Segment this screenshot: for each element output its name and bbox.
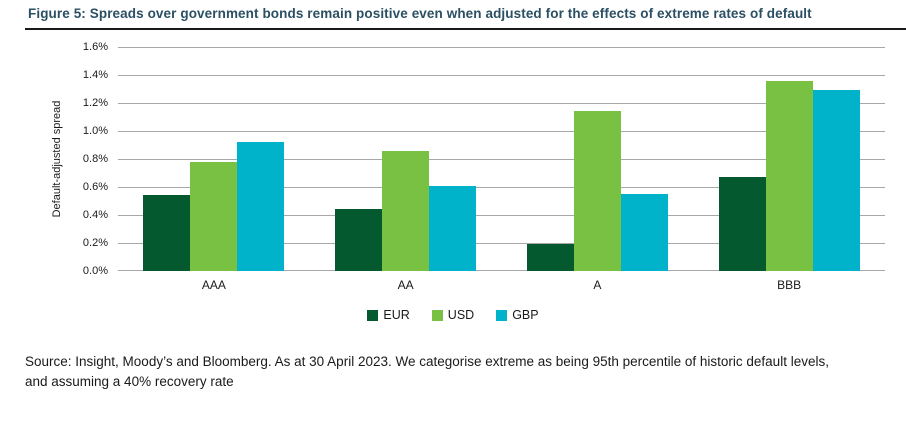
legend-item-eur: EUR bbox=[367, 308, 410, 322]
x-axis-label-a: A bbox=[593, 278, 602, 292]
y-tick-label: 1.2% bbox=[82, 97, 108, 109]
bar-usd-aa bbox=[382, 150, 430, 271]
gridline bbox=[118, 103, 885, 104]
gridline bbox=[118, 159, 885, 160]
y-tick-label: 1.0% bbox=[82, 125, 108, 137]
y-tick-label: 0.8% bbox=[82, 153, 108, 165]
source-line-2: and assuming a 40% recovery rate bbox=[25, 374, 234, 390]
bar-group-aaa bbox=[118, 47, 310, 271]
bar-eur-aaa bbox=[143, 195, 191, 271]
bar-groups bbox=[118, 47, 885, 271]
bar-eur-a bbox=[526, 244, 574, 271]
gridline bbox=[118, 131, 885, 132]
bar-usd-bbb bbox=[765, 80, 813, 271]
gridline bbox=[118, 47, 885, 48]
title-underline bbox=[25, 28, 906, 30]
gridline bbox=[118, 270, 885, 271]
bar-gbp-aa bbox=[429, 185, 477, 271]
plot-area bbox=[118, 47, 885, 271]
y-tick-label: 0.6% bbox=[82, 181, 108, 193]
bar-usd-aaa bbox=[190, 161, 238, 271]
bar-gbp-a bbox=[620, 194, 668, 271]
legend-label-gbp: GBP bbox=[512, 308, 539, 322]
gridline bbox=[118, 187, 885, 188]
legend-label-eur: EUR bbox=[383, 308, 410, 322]
bar-eur-aa bbox=[335, 209, 383, 271]
x-axis-labels: AAA AA A BBB bbox=[0, 278, 906, 292]
y-tick-label: 0.0% bbox=[82, 265, 108, 277]
x-axis-label-bbb: BBB bbox=[777, 278, 802, 292]
legend-label-usd: USD bbox=[447, 308, 475, 322]
legend-item-gbp: GBP bbox=[496, 308, 539, 322]
figure-title: Figure 5: Spreads over government bonds … bbox=[28, 6, 812, 21]
y-axis-ticks: 0.0% 0.2% 0.4% 0.6% 0.8% 1.0% 1.2% 1.4% 1.6% bbox=[0, 41, 108, 277]
source-note: Source: Insight, Moody’s and Bloomberg. … bbox=[25, 352, 896, 393]
bar-group-aa bbox=[310, 47, 502, 271]
bar-chart: Default-adjusted spread 0.0% 0.2% 0.4% 0.6%… bbox=[0, 41, 906, 277]
x-axis-label-aa: AA bbox=[397, 278, 414, 292]
bar-gbp-aaa bbox=[237, 142, 285, 271]
y-tick-label: 0.2% bbox=[82, 237, 108, 249]
y-tick-label: 0.4% bbox=[82, 209, 108, 221]
legend-swatch-gbp bbox=[496, 309, 508, 321]
bar-group-bbb bbox=[693, 47, 885, 271]
legend-swatch-eur bbox=[367, 309, 379, 321]
bar-usd-a bbox=[573, 111, 621, 271]
bar-eur-bbb bbox=[718, 177, 766, 271]
gridline bbox=[118, 215, 885, 216]
gridline bbox=[118, 243, 885, 244]
source-line-1: Source: Insight, Moody’s and Bloomberg. … bbox=[25, 354, 829, 369]
y-tick-label: 1.6% bbox=[82, 41, 108, 53]
bar-gbp-bbb bbox=[812, 90, 860, 271]
legend-item-usd: USD bbox=[431, 308, 475, 322]
gridline bbox=[118, 75, 885, 76]
y-tick-label: 1.4% bbox=[82, 69, 108, 81]
x-axis-label-aaa: AAA bbox=[201, 278, 226, 292]
legend: EUR USD GBP bbox=[0, 308, 906, 322]
bar-group-a bbox=[502, 47, 694, 271]
legend-swatch-usd bbox=[431, 309, 443, 321]
